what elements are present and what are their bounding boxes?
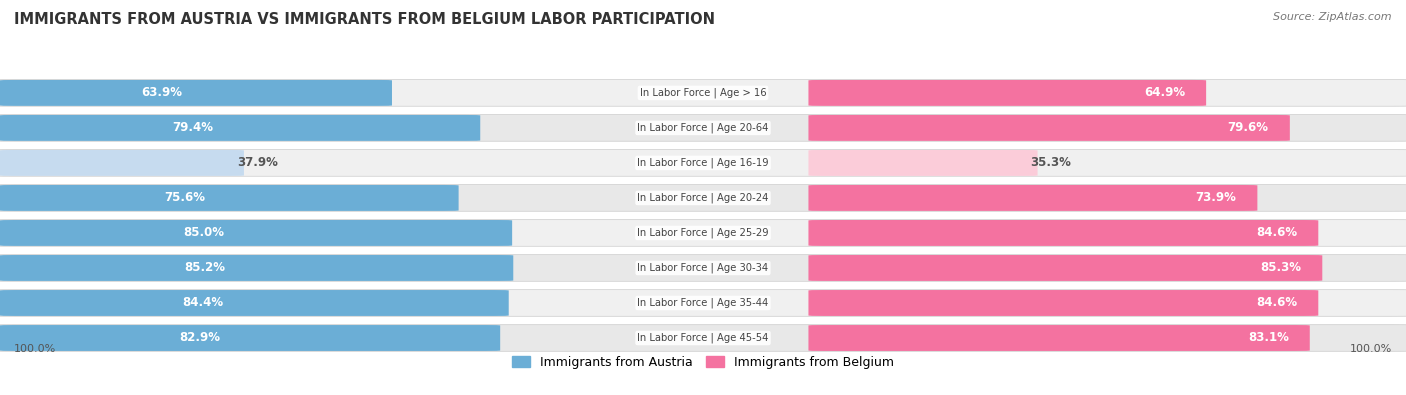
Text: 85.0%: 85.0% [183, 226, 225, 239]
Text: 100.0%: 100.0% [14, 344, 56, 354]
Text: In Labor Force | Age 20-24: In Labor Force | Age 20-24 [637, 193, 769, 203]
Text: In Labor Force | Age 35-44: In Labor Force | Age 35-44 [637, 298, 769, 308]
Text: In Labor Force | Age 30-34: In Labor Force | Age 30-34 [637, 263, 769, 273]
FancyBboxPatch shape [0, 220, 512, 246]
FancyBboxPatch shape [0, 255, 1406, 281]
Text: 35.3%: 35.3% [1031, 156, 1071, 169]
Text: In Labor Force | Age 16-19: In Labor Force | Age 16-19 [637, 158, 769, 168]
Text: 85.2%: 85.2% [184, 261, 225, 275]
FancyBboxPatch shape [808, 150, 1038, 176]
Text: Source: ZipAtlas.com: Source: ZipAtlas.com [1274, 12, 1392, 22]
FancyBboxPatch shape [808, 220, 1319, 246]
Text: In Labor Force | Age 25-29: In Labor Force | Age 25-29 [637, 228, 769, 238]
FancyBboxPatch shape [0, 115, 481, 141]
Text: 73.9%: 73.9% [1195, 192, 1236, 205]
Legend: Immigrants from Austria, Immigrants from Belgium: Immigrants from Austria, Immigrants from… [506, 351, 900, 374]
Text: In Labor Force | Age 20-64: In Labor Force | Age 20-64 [637, 123, 769, 133]
FancyBboxPatch shape [808, 80, 1206, 106]
FancyBboxPatch shape [808, 115, 1289, 141]
FancyBboxPatch shape [0, 184, 1406, 211]
FancyBboxPatch shape [0, 325, 501, 351]
Text: IMMIGRANTS FROM AUSTRIA VS IMMIGRANTS FROM BELGIUM LABOR PARTICIPATION: IMMIGRANTS FROM AUSTRIA VS IMMIGRANTS FR… [14, 12, 716, 27]
FancyBboxPatch shape [0, 80, 1406, 106]
Text: 84.6%: 84.6% [1256, 297, 1298, 310]
Text: 37.9%: 37.9% [236, 156, 278, 169]
FancyBboxPatch shape [0, 80, 392, 106]
FancyBboxPatch shape [808, 255, 1322, 281]
Text: 85.3%: 85.3% [1260, 261, 1301, 275]
FancyBboxPatch shape [808, 290, 1319, 316]
FancyBboxPatch shape [0, 220, 1406, 246]
Text: 75.6%: 75.6% [165, 192, 205, 205]
Text: 100.0%: 100.0% [1350, 344, 1392, 354]
FancyBboxPatch shape [0, 290, 1406, 316]
Text: 79.4%: 79.4% [173, 121, 214, 134]
FancyBboxPatch shape [0, 150, 243, 176]
Text: 64.9%: 64.9% [1144, 87, 1185, 100]
FancyBboxPatch shape [808, 185, 1257, 211]
FancyBboxPatch shape [808, 325, 1310, 351]
FancyBboxPatch shape [0, 115, 1406, 141]
Text: In Labor Force | Age > 16: In Labor Force | Age > 16 [640, 88, 766, 98]
FancyBboxPatch shape [0, 325, 1406, 351]
FancyBboxPatch shape [0, 255, 513, 281]
FancyBboxPatch shape [0, 150, 1406, 176]
Text: 82.9%: 82.9% [180, 331, 221, 344]
Text: In Labor Force | Age 45-54: In Labor Force | Age 45-54 [637, 333, 769, 343]
Text: 84.6%: 84.6% [1256, 226, 1298, 239]
Text: 79.6%: 79.6% [1227, 121, 1268, 134]
FancyBboxPatch shape [0, 185, 458, 211]
Text: 63.9%: 63.9% [142, 87, 183, 100]
Text: 83.1%: 83.1% [1247, 331, 1289, 344]
Text: 84.4%: 84.4% [183, 297, 224, 310]
FancyBboxPatch shape [0, 290, 509, 316]
